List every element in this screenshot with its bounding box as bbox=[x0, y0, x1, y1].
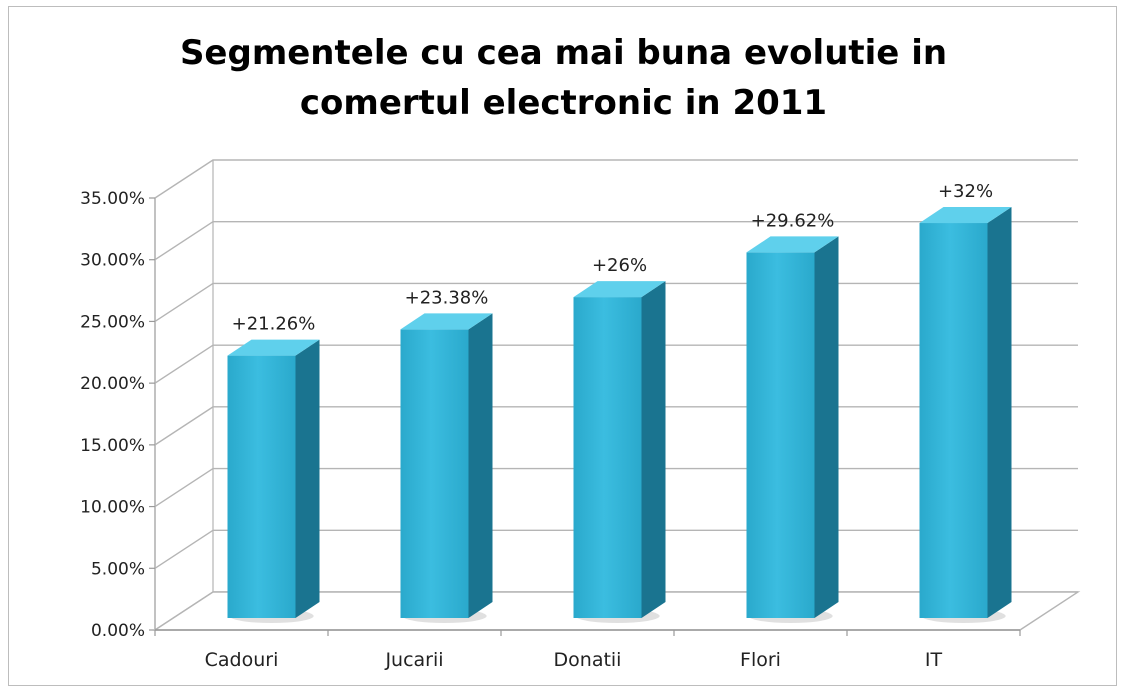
bar-side-jucarii bbox=[468, 313, 493, 618]
gridline bbox=[154, 159, 1078, 199]
data-label-flori: +29.62% bbox=[751, 210, 835, 231]
chart-title: Segmentele cu cea mai buna evolutie in c… bbox=[179, 33, 948, 123]
bar-it bbox=[919, 223, 988, 618]
y-tick-label: 20.00% bbox=[80, 374, 145, 394]
data-label-cadouri: +21.26% bbox=[232, 314, 316, 335]
bar-side-donatii bbox=[641, 281, 666, 618]
bar-donatii bbox=[573, 297, 642, 618]
gridline bbox=[154, 221, 1078, 261]
bar-side-flori bbox=[814, 236, 839, 618]
x-category-label-cadouri: Cadouri bbox=[205, 649, 279, 671]
x-category-label-flori: Flori bbox=[740, 649, 781, 671]
bar-cadouri bbox=[227, 355, 296, 618]
bar-top-flori bbox=[746, 236, 839, 253]
data-label-jucarii: +23.38% bbox=[405, 287, 489, 308]
data-label-donatii: +26% bbox=[592, 255, 647, 276]
y-tick-label: 25.00% bbox=[80, 312, 145, 332]
bar-top-donatii bbox=[573, 281, 666, 298]
bar-top-it bbox=[919, 207, 1012, 224]
bar-top-cadouri bbox=[227, 339, 320, 356]
y-tick-label: 30.00% bbox=[80, 251, 145, 271]
bar-flori bbox=[746, 252, 815, 618]
bar-top-jucarii bbox=[400, 313, 493, 330]
x-category-label-jucarii: Jucarii bbox=[384, 649, 443, 671]
y-tick-label: 5.00% bbox=[91, 559, 145, 579]
bar-jucarii bbox=[400, 329, 469, 618]
y-tick-label: 15.00% bbox=[80, 436, 145, 456]
y-tick-label: 0.00% bbox=[91, 621, 145, 641]
y-tick-label: 10.00% bbox=[80, 498, 145, 518]
data-label-it: +32% bbox=[938, 181, 993, 202]
y-tick-label: 35.00% bbox=[80, 189, 145, 209]
bar-side-cadouri bbox=[295, 339, 320, 618]
x-category-label-it: IT bbox=[925, 649, 943, 671]
bar-side-it bbox=[987, 207, 1012, 618]
x-category-label-donatii: Donatii bbox=[554, 649, 622, 671]
